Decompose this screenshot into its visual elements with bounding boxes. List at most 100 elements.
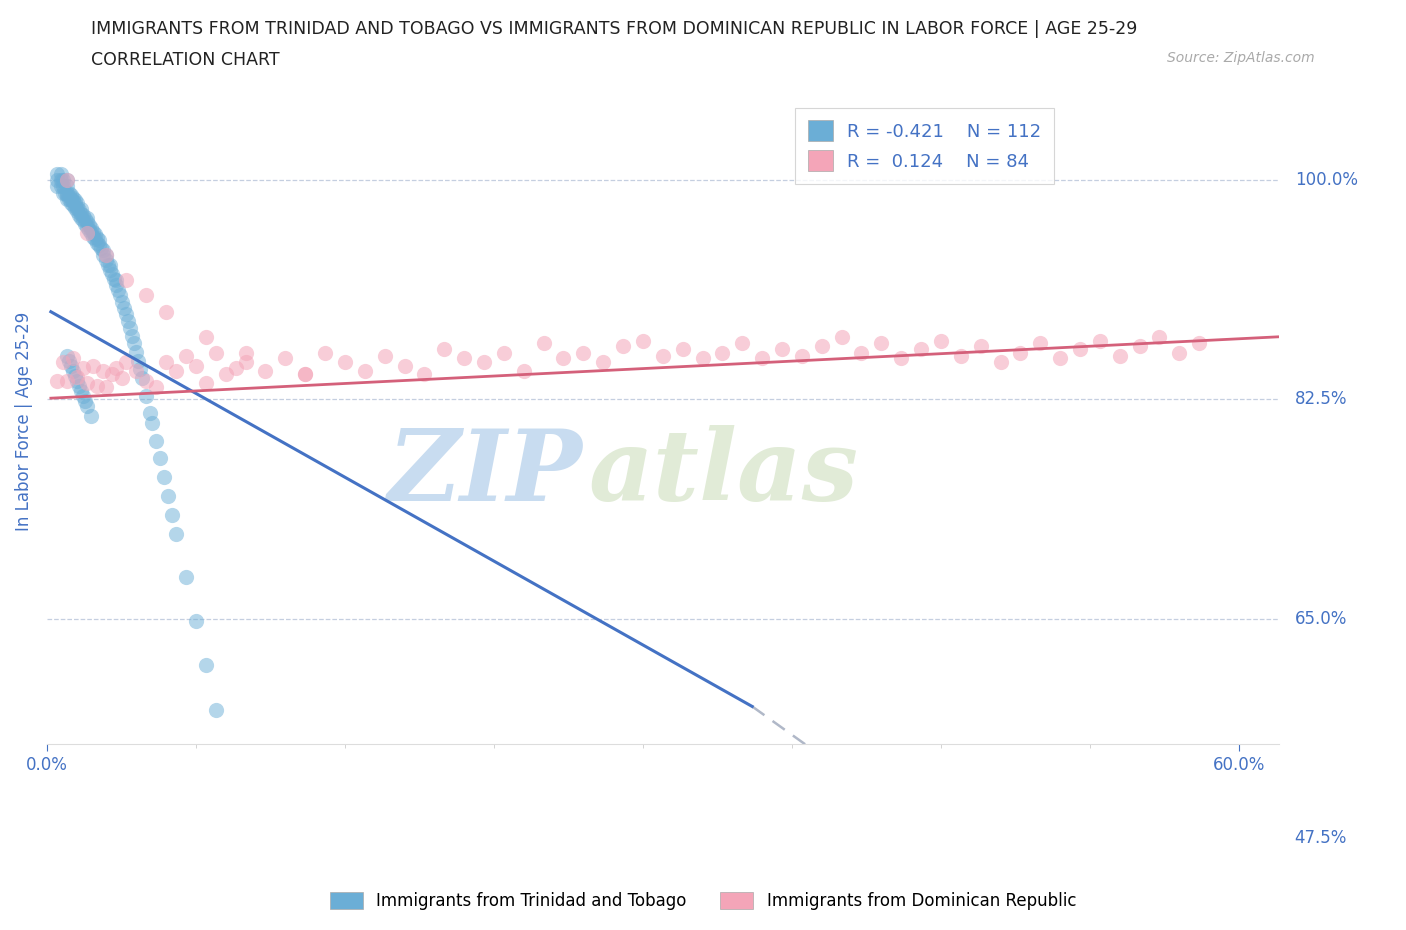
Point — [76, 225, 98, 240]
Point — [52, 185, 75, 200]
Point — [135, 388, 157, 403]
Point — [155, 354, 177, 369]
Point — [83, 227, 105, 242]
Point — [141, 416, 163, 431]
Point — [631, 333, 654, 348]
Point — [101, 267, 124, 282]
Point — [73, 217, 96, 232]
Point — [110, 288, 132, 303]
Point — [294, 367, 316, 382]
Point — [83, 232, 105, 246]
Point — [215, 748, 238, 763]
Point — [790, 348, 813, 363]
Point — [413, 367, 436, 382]
Point — [58, 353, 80, 368]
Point — [66, 200, 89, 215]
Point — [52, 179, 75, 193]
Point — [63, 193, 86, 207]
Text: 100.0%: 100.0% — [1295, 171, 1358, 189]
Point — [157, 488, 180, 503]
Point — [165, 526, 187, 541]
Point — [59, 195, 82, 210]
Point — [194, 376, 217, 391]
Point — [76, 214, 98, 229]
Point — [45, 179, 67, 193]
Point — [82, 224, 104, 239]
Point — [254, 928, 277, 930]
Point — [125, 364, 148, 379]
Point — [1188, 336, 1211, 351]
Point — [97, 258, 120, 272]
Point — [59, 192, 82, 206]
Point — [55, 179, 77, 193]
Point — [810, 339, 832, 353]
Text: IMMIGRANTS FROM TRINIDAD AND TOBAGO VS IMMIGRANTS FROM DOMINICAN REPUBLIC IN LAB: IMMIGRANTS FROM TRINIDAD AND TOBAGO VS I… — [91, 20, 1137, 38]
Point — [117, 313, 139, 328]
Point — [711, 346, 734, 361]
Point — [87, 232, 110, 247]
Point — [910, 342, 932, 357]
Point — [1168, 346, 1191, 361]
Point — [225, 361, 247, 376]
Point — [592, 354, 614, 369]
Point — [55, 192, 77, 206]
Point — [77, 223, 100, 238]
Point — [294, 367, 316, 382]
Point — [69, 206, 91, 221]
Point — [831, 329, 853, 344]
Point — [66, 369, 89, 384]
Point — [751, 351, 773, 365]
Point — [111, 294, 134, 309]
Point — [731, 336, 754, 351]
Point — [58, 185, 80, 200]
Point — [86, 235, 108, 250]
Point — [59, 188, 82, 203]
Point — [67, 379, 90, 393]
Point — [45, 373, 67, 388]
Text: 82.5%: 82.5% — [1295, 391, 1347, 408]
Point — [105, 361, 128, 376]
Point — [45, 166, 67, 181]
Point — [165, 364, 187, 379]
Point — [394, 358, 416, 373]
Point — [1149, 329, 1171, 344]
Point — [1029, 336, 1052, 351]
Point — [174, 348, 197, 363]
Point — [103, 272, 125, 286]
Text: ZIP: ZIP — [388, 425, 582, 521]
Point — [125, 344, 148, 359]
Point — [107, 283, 129, 298]
Point — [96, 379, 118, 394]
Point — [82, 358, 104, 373]
Point — [55, 188, 77, 203]
Point — [91, 248, 114, 263]
Text: CORRELATION CHART: CORRELATION CHART — [91, 51, 280, 69]
Point — [72, 213, 94, 228]
Point — [115, 354, 138, 369]
Text: atlas: atlas — [589, 425, 859, 521]
Point — [135, 373, 157, 388]
Point — [254, 364, 277, 379]
Point — [49, 173, 72, 188]
Point — [314, 346, 336, 361]
Point — [274, 351, 297, 365]
Point — [333, 354, 356, 369]
Point — [131, 371, 153, 386]
Point — [90, 240, 112, 255]
Point — [66, 195, 89, 210]
Point — [62, 364, 84, 379]
Point — [76, 219, 98, 234]
Point — [63, 196, 86, 211]
Point — [204, 703, 226, 718]
Point — [59, 358, 82, 373]
Point — [245, 884, 267, 898]
Point — [49, 179, 72, 193]
Point — [55, 185, 77, 200]
Point — [533, 336, 555, 351]
Point — [79, 220, 101, 235]
Point — [111, 371, 134, 386]
Point — [1129, 339, 1152, 353]
Point — [79, 225, 101, 240]
Point — [63, 200, 86, 215]
Point — [949, 348, 972, 363]
